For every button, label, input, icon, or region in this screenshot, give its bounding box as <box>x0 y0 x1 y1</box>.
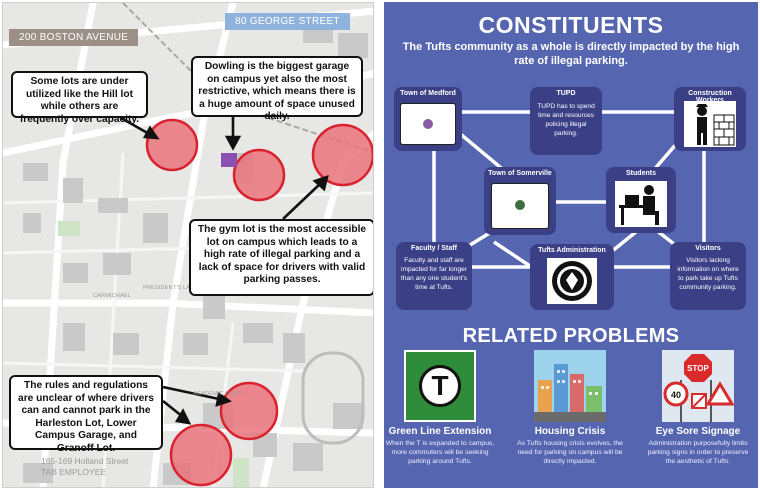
medford-sign-image: ENTERING MEDFORD <box>400 103 456 145</box>
somerville-sign-image: ENTERING SOMERVILLE <box>491 183 549 229</box>
lower-campus-garage-hotspot <box>169 423 233 487</box>
node-construction-workers: Construction Workers <box>674 87 746 151</box>
green-line-t-image: T <box>404 350 476 422</box>
node-title: Tufts Administration <box>538 247 606 254</box>
node-students: Students <box>606 167 676 233</box>
poi-label: ACADEMIC QUAD <box>193 391 243 397</box>
harleston-lot-hotspot <box>219 381 279 441</box>
signage-clutter-image: STOP 40 <box>662 350 734 422</box>
address-line: 165-169 Holland Street <box>41 456 129 466</box>
city-seal-icon <box>515 200 525 210</box>
mbta-t-icon: T <box>419 365 461 407</box>
node-tufts-administration: Tufts Administration <box>530 244 614 310</box>
problem-title: Housing Crisis <box>534 426 606 437</box>
problem-text: When the T is expanded to campus, more c… <box>385 440 495 466</box>
node-title: Students <box>626 170 656 177</box>
node-medford: Town of Medford ENTERING MEDFORD <box>394 87 462 151</box>
campus-map: 200 BOSTON AVENUE 80 GEORGE STREET PRESI… <box>2 2 374 488</box>
student-at-desk-icon <box>615 181 667 227</box>
street-label-george-street: 80 GEORGE STREET <box>225 13 350 30</box>
address-line: TAB EMPLOYEE <box>41 467 107 477</box>
sign-entering-text: ENTERING <box>402 108 454 117</box>
node-title: Faculty / Staff <box>411 245 457 252</box>
street-label-boston-avenue: 200 BOSTON AVENUE <box>9 29 139 46</box>
callout-hill-lot: Some lots are under utilized like the Hi… <box>11 71 148 125</box>
constituents-poster: CONSTITUENTS The Tufts community as a wh… <box>384 2 758 488</box>
node-somerville: Town of Somerville ENTERING SOMERVILLE <box>484 167 556 235</box>
node-title: Construction Workers <box>688 90 732 104</box>
node-title: Visitors <box>695 245 721 252</box>
node-faculty-staff: Faculty / Staff Faculty and staff are im… <box>396 242 472 310</box>
mbta-t-letter: T <box>431 370 449 401</box>
poi-label: PRESIDENT'S LAWN <box>143 285 200 291</box>
problem-text: As Tufts housing crisis evolves, the nee… <box>517 440 623 466</box>
node-title: Town of Medford <box>400 90 456 97</box>
node-text: Faculty and staff are impacted for far l… <box>400 257 468 291</box>
node-tupd: TUPD TUPD has to spend time and resource… <box>530 87 602 155</box>
tufts-seal-icon <box>547 258 597 304</box>
node-text: TUPD has to spend time and resources pol… <box>537 103 595 137</box>
housing-skyline-image <box>534 350 606 422</box>
sign-town-text: SOMERVILLE <box>499 212 541 218</box>
construction-worker-icon <box>684 101 736 147</box>
poster-title: CONSTITUENTS <box>478 12 664 38</box>
callout-gym-lot: The gym lot is the most accessible lot o… <box>189 219 373 296</box>
dowling-garage-hotspot <box>232 148 286 202</box>
athletic-track <box>301 351 365 445</box>
callout-parking-rules: The rules and regulations are unclear of… <box>9 375 163 454</box>
hill-lot-hotspot <box>145 118 199 172</box>
node-title: Town of Somerville <box>488 170 552 177</box>
problem-title: Green Line Extension <box>388 426 492 437</box>
node-title: TUPD <box>556 90 576 97</box>
problem-title: Eye Sore Signage <box>655 426 741 437</box>
node-visitors: Visitors Visitors lacking information on… <box>670 242 746 310</box>
callout-dowling-garage: Dowling is the biggest garage on campus … <box>191 56 363 122</box>
problem-text: Administration purposefully limits parki… <box>647 440 749 466</box>
gym-lot-hotspot <box>311 123 373 187</box>
speed-sign-text: 40 <box>671 390 681 400</box>
parking-hotspots <box>145 118 373 487</box>
stop-sign-text: STOP <box>687 364 709 373</box>
poi-label: CARMICHAEL <box>93 293 132 299</box>
related-problems-title: RELATED PROBLEMS <box>462 325 680 347</box>
node-text: Visitors lacking information on where to… <box>677 257 739 291</box>
city-seal-icon <box>423 119 433 129</box>
sign-entering-text: ENTERING <box>494 189 546 198</box>
poster-subtitle: The Tufts community as a whole is direct… <box>402 41 740 67</box>
callout-arrows <box>120 116 329 425</box>
garage-marker <box>221 153 237 167</box>
sign-town-text: MEDFORD <box>412 131 444 137</box>
